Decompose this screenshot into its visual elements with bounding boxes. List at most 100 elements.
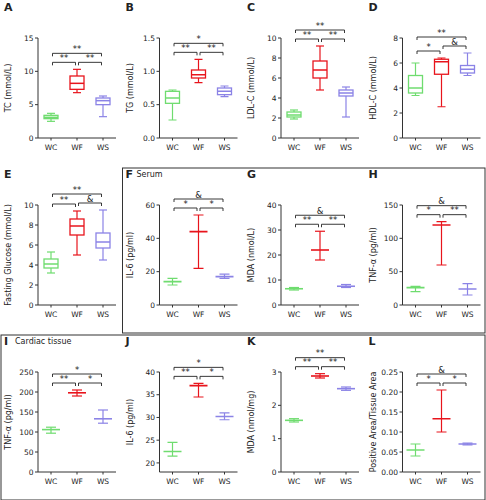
whisker-cap [169, 119, 177, 120]
y-tick [278, 118, 281, 119]
x-tick [441, 472, 442, 475]
y-tick-label: 20 [145, 267, 155, 276]
whisker-cap [73, 69, 81, 70]
box [166, 91, 180, 103]
x-tick [77, 138, 78, 141]
y-tick-label: 150 [19, 408, 34, 417]
significance-label: ** [207, 43, 216, 53]
y-tick [278, 138, 281, 139]
marks [285, 374, 355, 422]
y-tick-label: 0 [29, 468, 34, 477]
marks [287, 46, 353, 119]
error-cap [315, 373, 325, 374]
error-cap [437, 389, 447, 390]
error-cap [220, 278, 230, 279]
y-tick [400, 412, 403, 413]
y-axis-label: TC (mmol/L) [4, 64, 13, 114]
y-tick-label: 8 [272, 54, 277, 63]
x-tick [198, 138, 199, 141]
y-axis-label: IL-6 (pg/ml) [126, 399, 135, 445]
marks [164, 383, 234, 456]
error-cap [289, 287, 299, 288]
whisker-cap [464, 52, 472, 53]
y-tick-label: 50 [388, 267, 398, 276]
panel-label: C [247, 1, 255, 14]
y-tick-label: 35 [145, 390, 155, 399]
significance-label: ** [181, 43, 190, 53]
y-tick [35, 305, 38, 306]
mean-line [459, 288, 477, 290]
panel: ATC (mmol/L)051015WCWFWS****** [4, 1, 116, 152]
error-cap [315, 231, 325, 232]
error-cap [72, 389, 82, 390]
error-cap [411, 443, 421, 444]
error-cap [72, 395, 82, 396]
error-cap [289, 418, 299, 419]
x-tick-label: WF [193, 143, 205, 152]
box [96, 98, 110, 105]
mean-line [42, 429, 60, 431]
y-tick-label: 4 [29, 261, 34, 270]
y-tick [35, 452, 38, 453]
x-tick [172, 138, 173, 141]
y-axis [159, 38, 160, 138]
marks [164, 215, 234, 285]
panel-label: E [4, 168, 12, 181]
error-cap [289, 289, 299, 290]
whisker-cap [342, 116, 350, 117]
error-cap [437, 264, 447, 265]
significance-label: ** [181, 367, 190, 377]
y-tick-label: 10 [267, 34, 277, 43]
y-tick-label: 0.5 [143, 100, 155, 109]
significance-label: * [426, 205, 430, 215]
median [166, 97, 180, 99]
error-cap [411, 291, 421, 292]
median [339, 92, 353, 94]
y-axis-label: IL-6 (pg/ml) [126, 232, 135, 278]
y-tick [278, 472, 281, 473]
x-tick [224, 138, 225, 141]
x-tick [172, 472, 173, 475]
mean-line [433, 224, 451, 226]
y-tick [278, 255, 281, 256]
y-tick [278, 438, 281, 439]
error-cap [168, 442, 178, 443]
x-tick [294, 472, 295, 475]
y-tick [35, 71, 38, 72]
y-tick-label: 25 [145, 436, 155, 445]
y-tick-label: 1.5 [143, 34, 155, 43]
y-tick-label: 4 [272, 94, 277, 103]
x-tick-label: WC [409, 310, 422, 319]
significance-label: * [183, 199, 187, 209]
y-tick-label: 1 [272, 434, 277, 443]
whisker-cap [99, 95, 107, 96]
error-cap [46, 433, 56, 434]
y-tick-label: 5 [29, 100, 34, 109]
whisker-cap [99, 116, 107, 117]
mean-line [407, 287, 425, 289]
error-bar [441, 222, 442, 265]
y-tick-label: 30 [145, 413, 155, 422]
box [409, 76, 423, 94]
panel-label: J [125, 335, 130, 348]
y-tick [157, 372, 160, 373]
x-tick-label: WC [45, 477, 58, 486]
panel: SerumFIL-6 (pg/ml)0204060WCWFWS**& [123, 168, 486, 333]
y-tick-label: 15 [24, 34, 34, 43]
x-tick [294, 138, 295, 141]
y-tick-label: 10 [24, 201, 34, 210]
significance-label: * [209, 367, 213, 377]
y-tick [35, 38, 38, 39]
y-tick [278, 405, 281, 406]
median [44, 263, 58, 265]
y-tick-label: 6 [272, 74, 277, 83]
y-tick [278, 78, 281, 79]
y-tick [278, 38, 281, 39]
marks [44, 69, 110, 121]
mean-line [68, 392, 86, 394]
marks [42, 390, 112, 433]
y-tick [157, 71, 160, 72]
x-tick-label: WF [436, 477, 448, 486]
marks [407, 390, 477, 456]
y-tick [157, 205, 160, 206]
